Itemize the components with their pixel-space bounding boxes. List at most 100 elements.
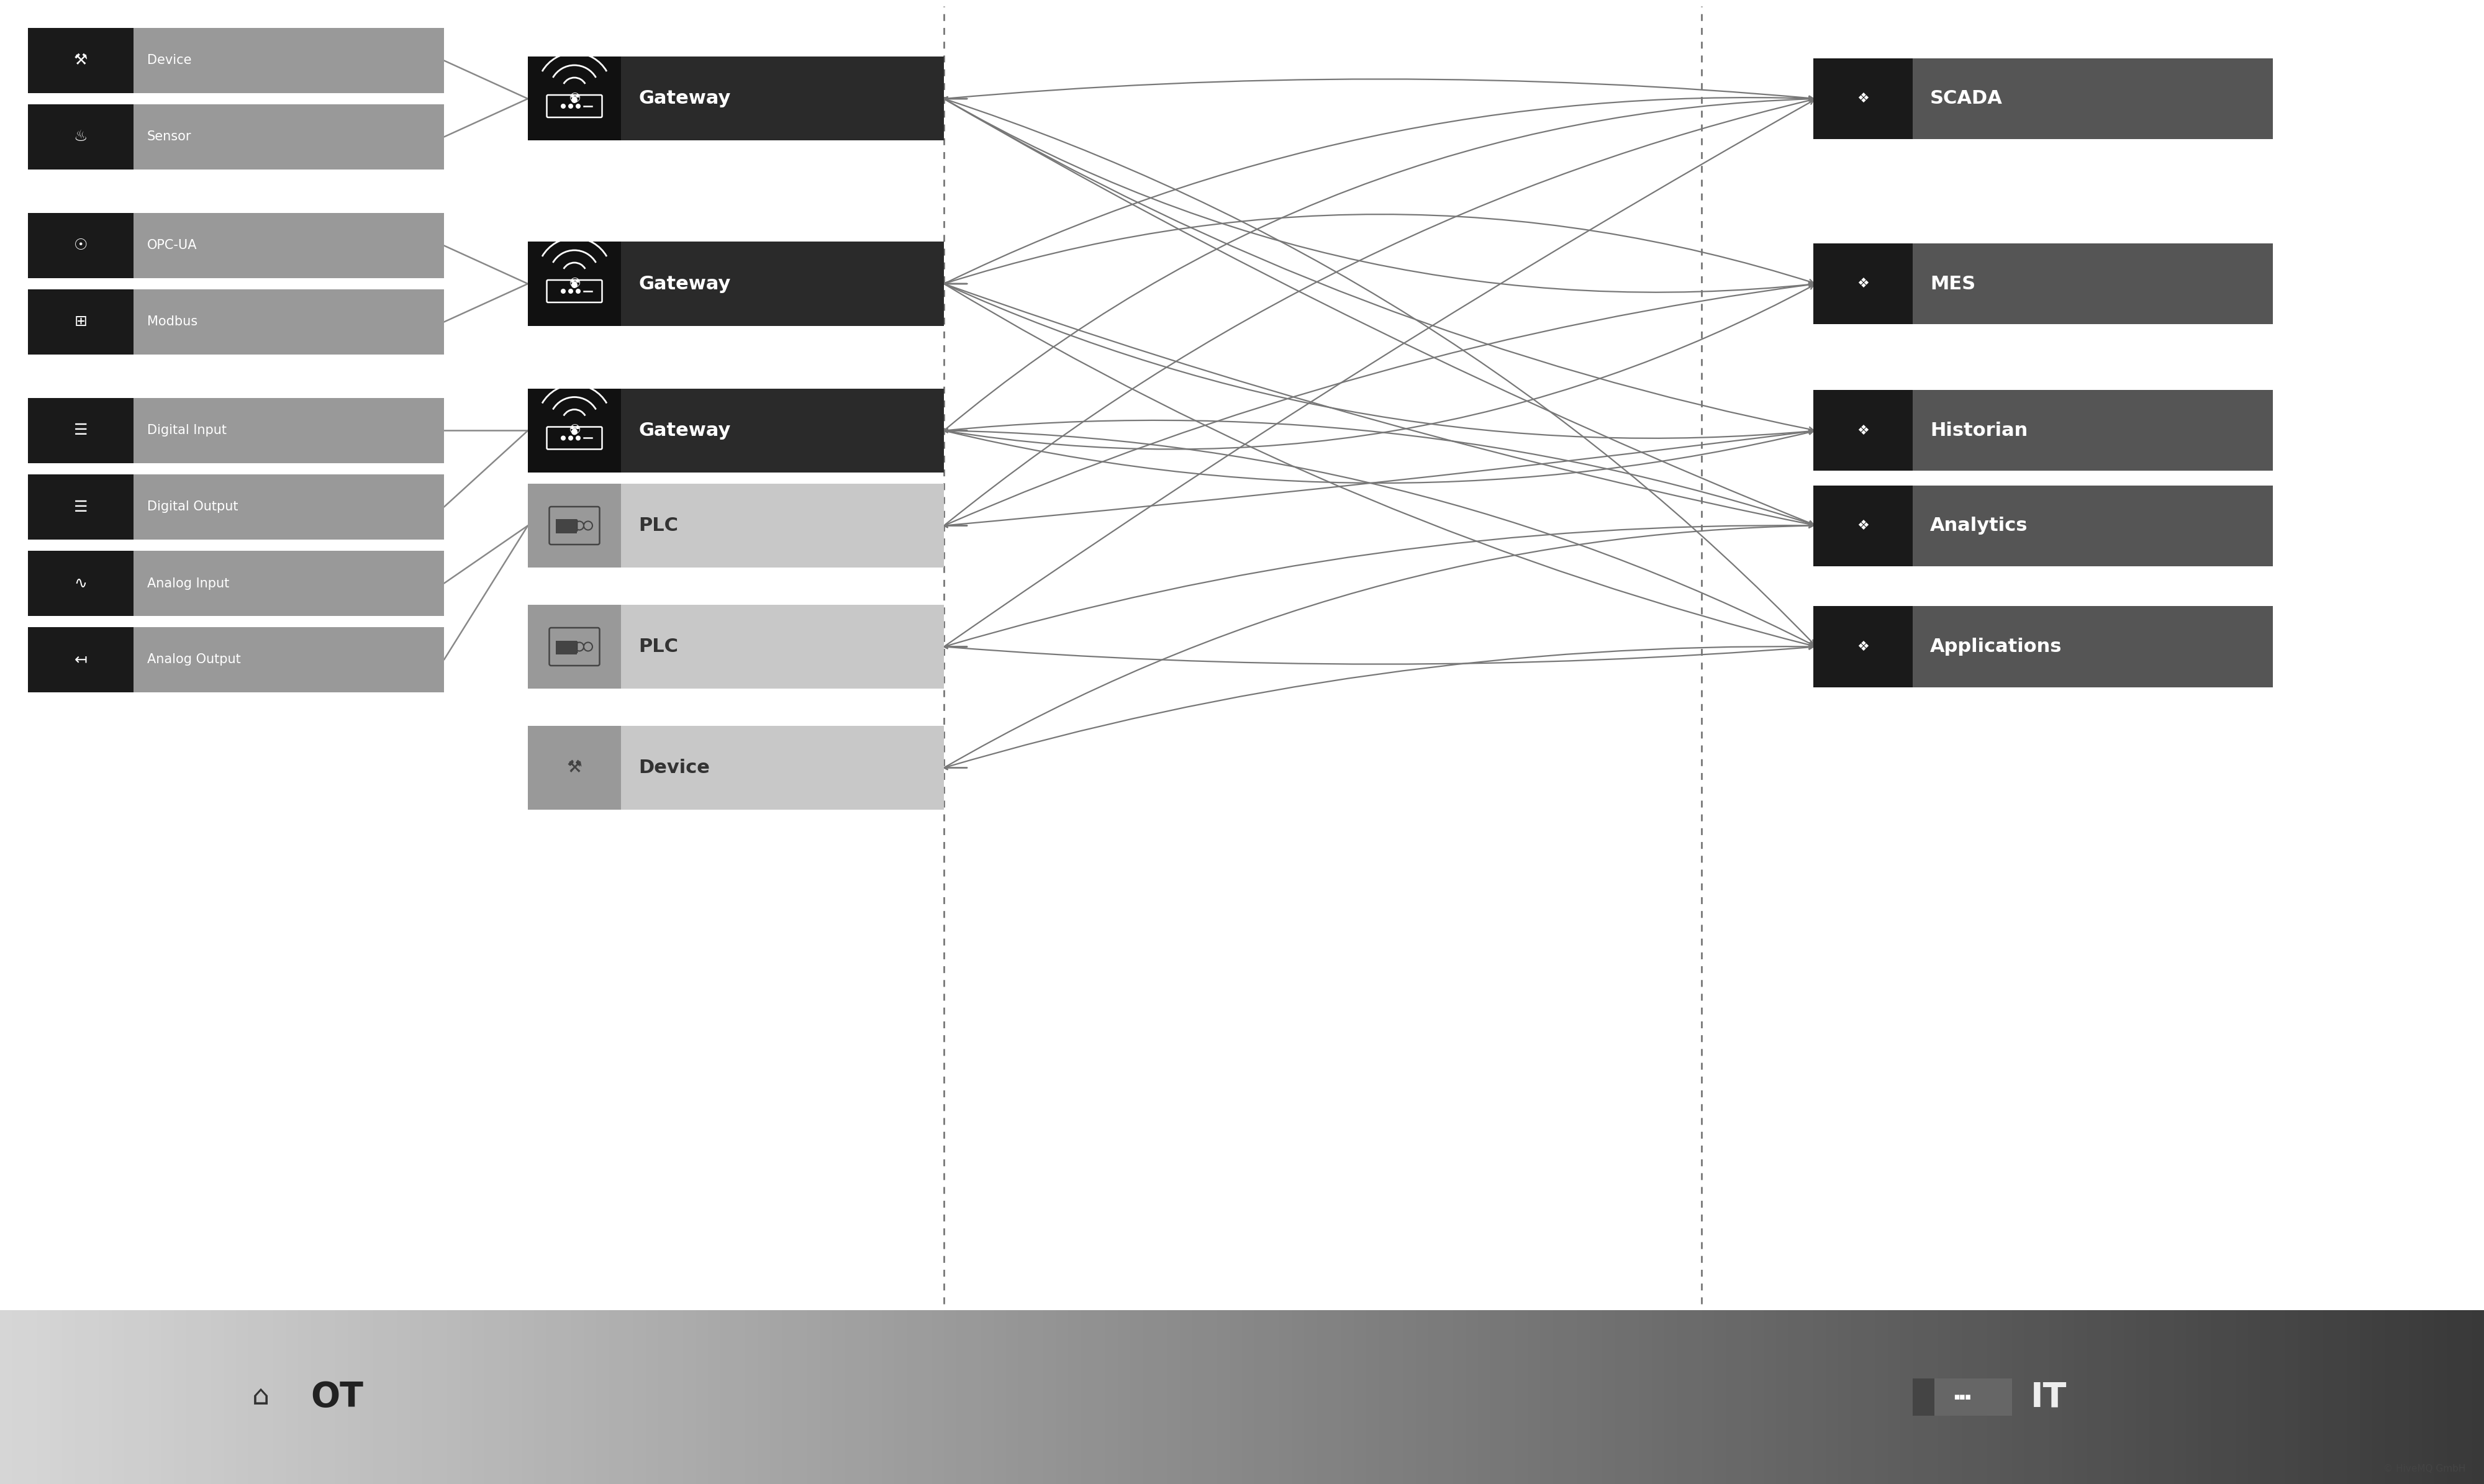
Bar (534, 1310, 549, 1484)
Text: Analog Output: Analog Output (147, 653, 241, 666)
Bar (527, 389, 621, 472)
Bar (137, 1310, 152, 1484)
Bar (2099, 1310, 2114, 1484)
Bar (1900, 1310, 1915, 1484)
Bar (1515, 1310, 1530, 1484)
Bar (2323, 1310, 2337, 1484)
Bar (1962, 1310, 1977, 1484)
Bar (2434, 1310, 2449, 1484)
Bar (1577, 1310, 1592, 1484)
Bar (1639, 1310, 1654, 1484)
Bar (527, 605, 621, 689)
Bar (12, 1310, 27, 1484)
Bar (199, 1310, 214, 1484)
Bar (2062, 1310, 2077, 1484)
Bar (1764, 1310, 1779, 1484)
Bar (2161, 1310, 2176, 1484)
Bar (1205, 1310, 1220, 1484)
Bar (2198, 1310, 2213, 1484)
Text: ☰: ☰ (75, 500, 87, 515)
Bar (1317, 1310, 1331, 1484)
Bar (50, 1310, 65, 1484)
Text: ❖: ❖ (1858, 519, 1870, 531)
Bar (2149, 1310, 2164, 1484)
Bar (1130, 1310, 1145, 1484)
Bar (1813, 485, 1913, 565)
Bar (549, 282, 601, 301)
Bar (2211, 1310, 2226, 1484)
Bar (0, 1310, 15, 1484)
Bar (546, 1310, 561, 1484)
Bar (134, 28, 445, 93)
Text: Device: Device (638, 758, 710, 776)
Bar (671, 1310, 686, 1484)
Bar (1590, 1310, 1605, 1484)
Bar (1441, 1310, 1456, 1484)
Bar (708, 1310, 723, 1484)
Bar (1938, 1310, 1952, 1484)
Bar (1801, 1310, 1816, 1484)
Bar (1689, 1310, 1704, 1484)
Bar (134, 628, 445, 693)
Bar (2422, 1310, 2437, 1484)
Text: Historian: Historian (1930, 421, 2027, 439)
Bar (820, 1310, 835, 1484)
Bar (286, 1310, 301, 1484)
Bar (1453, 1310, 1468, 1484)
Circle shape (569, 289, 574, 294)
Bar (1354, 1310, 1369, 1484)
Bar (335, 1310, 350, 1484)
Bar (1702, 1310, 1716, 1484)
Bar (621, 605, 944, 689)
Bar (2223, 1310, 2238, 1484)
Bar (556, 641, 576, 654)
Bar (527, 56, 621, 141)
Bar (1813, 1310, 1828, 1484)
Text: ⚒: ⚒ (569, 761, 581, 775)
Bar (2248, 1310, 2263, 1484)
Bar (1155, 1310, 1170, 1484)
Bar (1167, 1310, 1182, 1484)
Bar (1813, 390, 1913, 470)
Text: ⎕: ⎕ (571, 641, 579, 653)
Bar (549, 96, 601, 116)
Bar (1180, 1310, 1195, 1484)
Bar (2024, 1310, 2039, 1484)
Bar (2260, 1310, 2275, 1484)
Bar (134, 551, 445, 616)
Bar (621, 726, 944, 810)
Bar (522, 1310, 537, 1484)
Bar (27, 475, 134, 540)
Bar (1776, 1310, 1791, 1484)
Bar (2285, 1310, 2300, 1484)
Bar (1913, 1310, 1928, 1484)
Bar (1826, 1310, 1841, 1484)
Bar (124, 1310, 139, 1484)
Bar (795, 1310, 810, 1484)
Bar (224, 1310, 238, 1484)
Circle shape (571, 282, 576, 288)
Text: ⎕: ⎕ (571, 519, 579, 531)
Bar (1913, 390, 2273, 470)
Text: © HiveMQ GmbH: © HiveMQ GmbH (2382, 1463, 2467, 1474)
Bar (2372, 1310, 2387, 1484)
Text: SCADA: SCADA (1930, 89, 2002, 108)
Text: ☉: ☉ (75, 237, 87, 254)
Bar (944, 1310, 959, 1484)
Bar (845, 1310, 859, 1484)
Bar (907, 1310, 922, 1484)
Bar (1528, 1310, 1543, 1484)
Bar (1254, 1310, 1269, 1484)
Bar (1267, 1310, 1282, 1484)
Bar (1242, 1310, 1257, 1484)
Text: ❖: ❖ (1858, 424, 1870, 436)
Bar (621, 242, 944, 325)
Bar (1913, 58, 2273, 139)
Bar (397, 1310, 412, 1484)
Text: ☢: ☢ (569, 424, 581, 436)
Bar (460, 1310, 474, 1484)
Bar (621, 1310, 636, 1484)
Bar (969, 1310, 984, 1484)
Text: ⊞: ⊞ (75, 315, 87, 329)
Text: OPC-UA: OPC-UA (147, 239, 196, 252)
